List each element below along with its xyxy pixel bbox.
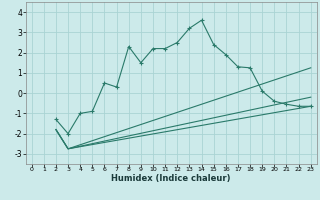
X-axis label: Humidex (Indice chaleur): Humidex (Indice chaleur) xyxy=(111,174,231,183)
